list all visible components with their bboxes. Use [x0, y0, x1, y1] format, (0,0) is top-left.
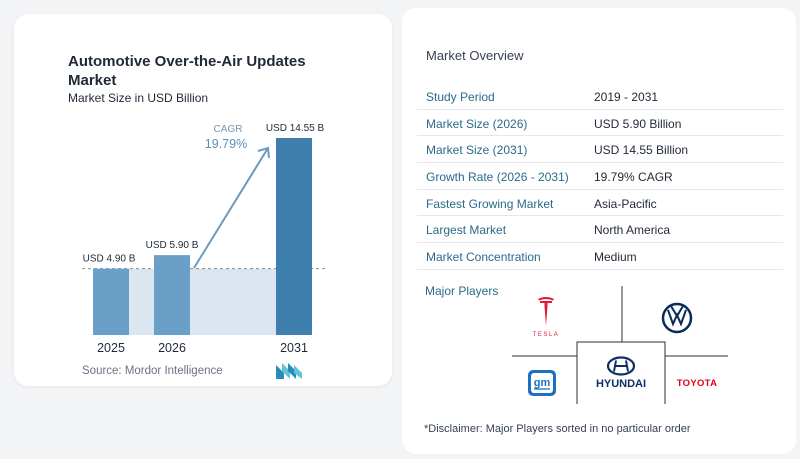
hyundai-logo: HYUNDAI — [596, 356, 646, 390]
chart-title-line1: Automotive Over-the-Air Updates — [68, 53, 306, 70]
volkswagen-logo: VW — [661, 299, 693, 334]
row-key: Fastest Growing Market — [426, 196, 554, 211]
row-key: Largest Market — [426, 223, 507, 238]
row-key: Growth Rate (2026 - 2031) — [426, 170, 569, 185]
tesla-logo: TESLA — [533, 297, 560, 338]
row-key: Market Concentration — [426, 250, 541, 265]
overview-row-fastest-growing: Fastest Growing Market Asia-Pacific — [417, 190, 783, 217]
category-label-2025: 2025 — [97, 341, 125, 355]
overview-row-concentration: Market Concentration Medium — [417, 243, 783, 270]
overview-title: Market Overview — [426, 48, 524, 63]
value-label-2026: USD 5.90 B — [146, 240, 199, 251]
chart-band — [93, 268, 312, 335]
grid-box — [576, 341, 666, 404]
hyundai-wordmark: HYUNDAI — [596, 378, 646, 390]
bar-2025 — [93, 268, 129, 335]
row-value: USD 5.90 Billion — [594, 116, 682, 131]
row-value: USD 14.55 Billion — [594, 143, 689, 158]
chart-title-line2: Market — [68, 72, 117, 89]
row-value: Medium — [594, 250, 637, 265]
toyota-logo: TOYOTA — [677, 378, 718, 389]
bars-group: USD 4.90 B 2025 USD 5.90 B 2026 USD 14.55 B 2… — [83, 123, 325, 355]
cagr-label: CAGR — [214, 124, 243, 135]
overview-row-market-size-2026: Market Size (2026) USD 5.90 Billion — [417, 110, 783, 137]
major-players-logos: TESLA VW gm HYUNDAI TOYOTA — [512, 286, 728, 404]
gm-logo: gm — [528, 370, 556, 396]
row-value: North America — [594, 223, 671, 238]
bar-chart: USD 4.90 B 2025 USD 5.90 B 2026 USD 14.55 B 2… — [82, 123, 326, 355]
row-value: 2019 - 2031 — [594, 90, 659, 104]
category-label-2026: 2026 — [158, 341, 186, 355]
value-label-2031: USD 14.55 B — [266, 123, 325, 134]
bar-2031 — [276, 138, 312, 335]
chart-subtitle: Market Size in USD Billion — [68, 91, 209, 105]
overview-table: Study Period 2019 - 2031 Market Size (20… — [417, 83, 783, 270]
chart-title: Automotive Over-the-Air Updates Market — [68, 52, 318, 90]
row-value: 19.79% CAGR — [594, 170, 673, 185]
major-players-title: Major Players — [425, 284, 499, 298]
row-key: Market Size (2031) — [426, 143, 528, 158]
overview-row-market-size-2031: Market Size (2031) USD 14.55 Billion — [417, 136, 783, 164]
cagr-arrow-head — [257, 146, 270, 159]
source-text: Source: Mordor Intelligence — [82, 365, 223, 377]
cagr-value: 19.79% — [205, 137, 247, 151]
cagr-arrow-line — [193, 147, 269, 269]
vw-wordmark: VW — [676, 299, 678, 301]
overview-card — [402, 8, 796, 454]
category-label-2031: 2031 — [280, 341, 308, 355]
toyota-wordmark: TOYOTA — [677, 378, 718, 389]
overview-row-growth-rate: Growth Rate (2026 - 2031) 19.79% CAGR — [417, 163, 783, 190]
overview-row-study-period: Study Period 2019 - 2031 — [417, 83, 783, 110]
row-key: Study Period — [426, 90, 495, 104]
row-key: Market Size (2026) — [426, 116, 528, 131]
disclaimer: *Disclaimer: Major Players sorted in no … — [424, 423, 691, 435]
cagr-arrow — [193, 146, 270, 269]
overview-row-largest-market: Largest Market North America — [417, 216, 783, 244]
bar-2026 — [154, 255, 190, 335]
row-value: Asia-Pacific — [594, 196, 657, 211]
value-label-2025: USD 4.90 B — [83, 254, 136, 265]
gm-wordmark: gm — [534, 377, 551, 389]
tesla-wordmark: TESLA — [533, 332, 560, 338]
mordor-logo-icon — [276, 363, 302, 379]
